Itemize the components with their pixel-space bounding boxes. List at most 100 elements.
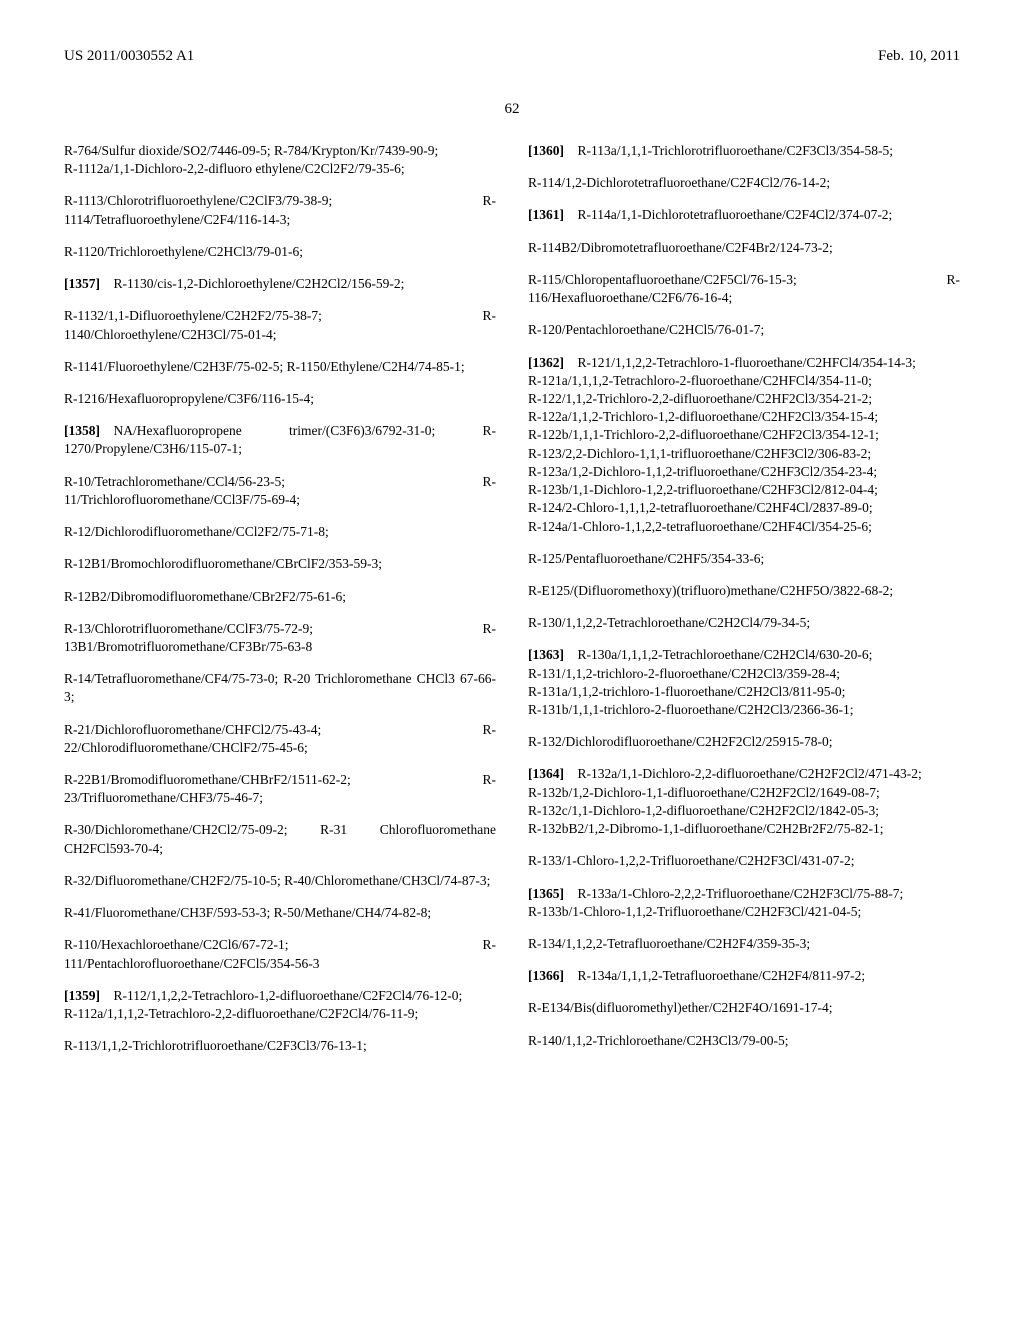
chemical-entry: R-120/Pentachloroethane/C2HCl5/76-01-7;: [528, 321, 960, 339]
paragraph-number: [1365]: [528, 886, 564, 901]
body-columns: R-764/Sulfur dioxide/SO2/7446-09-5; R-78…: [64, 142, 960, 1067]
entry-text: R-E125/(Difluoromethoxy)(trifluoro)metha…: [528, 583, 893, 598]
chemical-entry: R-1141/Fluoroethylene/C2H3F/75-02-5; R-1…: [64, 358, 496, 376]
entry-text: R-131a/1,1,2-trichloro-1-fluoroethane/C2…: [528, 684, 845, 699]
entry-text: R-130/1,1,2,2-Tetrachloroethane/C2H2Cl4/…: [528, 615, 810, 630]
entry-text: R-123/2,2-Dichloro-1,1,1-trifluoroethane…: [528, 446, 871, 461]
entry-text: R-132a/1,1-Dichloro-2,2-difluoroethane/C…: [578, 766, 922, 781]
entry-text: R-133b/1-Chloro-1,1,2-Trifluoroethane/C2…: [528, 904, 861, 919]
chemical-entry: [1364] R-132a/1,1-Dichloro-2,2-difluoroe…: [528, 765, 960, 838]
chemical-entry: R-134/1,1,2,2-Tetrafluoroethane/C2H2F4/3…: [528, 935, 960, 953]
paragraph-number: [1361]: [528, 207, 564, 222]
chemical-entry: [1360] R-113a/1,1,1-Trichlorotrifluoroet…: [528, 142, 960, 160]
chemical-entry: R-13/Chlorotrifluoromethane/CClF3/75-72-…: [64, 620, 496, 656]
paragraph-number: [1364]: [528, 766, 564, 781]
entry-text: R-122a/1,1,2-Trichloro-1,2-difluoroethan…: [528, 409, 878, 424]
entry-text: R-120/Pentachloroethane/C2HCl5/76-01-7;: [528, 322, 764, 337]
entry-text: R-E134/Bis(difluoromethyl)ether/C2H2F4O/…: [528, 1000, 832, 1015]
chemical-entry: R-113/1,1,2-Trichlorotrifluoroethane/C2F…: [64, 1037, 496, 1055]
paragraph-number: [1358]: [64, 423, 100, 438]
chemical-entry: [1363] R-130a/1,1,1,2-Tetrachloroethane/…: [528, 646, 960, 719]
entry-text: R-130a/1,1,1,2-Tetrachloroethane/C2H2Cl4…: [578, 647, 873, 662]
entry-text: R-131/1,1,2-trichloro-2-fluoroethane/C2H…: [528, 666, 840, 681]
chemical-entry: R-1216/Hexafluoropropylene/C3F6/116-15-4…: [64, 390, 496, 408]
entry-text: R-764/Sulfur dioxide/SO2/7446-09-5; R-78…: [64, 143, 438, 158]
chemical-entry: R-125/Pentafluoroethane/C2HF5/354-33-6;: [528, 550, 960, 568]
chemical-entry: R-41/Fluoromethane/CH3F/593-53-3; R-50/M…: [64, 904, 496, 922]
entry-text: R-114a/1,1-Dichlorotetrafluoroethane/C2F…: [578, 207, 893, 222]
chemical-entry: R-22B1/Bromodifluoromethane/CHBrF2/1511-…: [64, 771, 496, 807]
entry-text: R-134/1,1,2,2-Tetrafluoroethane/C2H2F4/3…: [528, 936, 810, 951]
chemical-entry: R-130/1,1,2,2-Tetrachloroethane/C2H2Cl4/…: [528, 614, 960, 632]
entry-text: R-132c/1,1-Dichloro-1,2-difluoroethane/C…: [528, 803, 879, 818]
entry-text: R-112a/1,1,1,2-Tetrachloro-2,2-difluoroe…: [64, 1006, 418, 1021]
chemical-entry: [1359] R-112/1,1,2,2-Tetrachloro-1,2-dif…: [64, 987, 496, 1023]
paragraph-number: [1366]: [528, 968, 564, 983]
chemical-entry: [1361] R-114a/1,1-Dichlorotetrafluoroeth…: [528, 206, 960, 224]
chemical-entry: R-140/1,1,2-Trichloroethane/C2H3Cl3/79-0…: [528, 1032, 960, 1050]
entry-text: R-22B1/Bromodifluoromethane/CHBrF2/1511-…: [64, 772, 496, 805]
entry-text: R-12/Dichlorodifluoromethane/CCl2F2/75-7…: [64, 524, 329, 539]
entry-text: R-113/1,1,2-Trichlorotrifluoroethane/C2F…: [64, 1038, 367, 1053]
entry-text: R-133/1-Chloro-1,2,2-Trifluoroethane/C2H…: [528, 853, 855, 868]
chemical-entry: R-12/Dichlorodifluoromethane/CCl2F2/75-7…: [64, 523, 496, 541]
chemical-entry: R-764/Sulfur dioxide/SO2/7446-09-5; R-78…: [64, 142, 496, 178]
entry-text: R-1132/1,1-Difluoroethylene/C2H2F2/75-38…: [64, 308, 496, 341]
chemical-entry: R-114/1,2-Dichlorotetrafluoroethane/C2F4…: [528, 174, 960, 192]
entry-text: R-123a/1,2-Dichloro-1,1,2-trifluoroethan…: [528, 464, 877, 479]
entry-text: R-121/1,1,2,2-Tetrachloro-1-fluoroethane…: [578, 355, 916, 370]
entry-text: R-30/Dichloromethane/CH2Cl2/75-09-2; R-3…: [64, 822, 496, 855]
chemical-entry: R-1113/Chlorotrifluoroethylene/C2ClF3/79…: [64, 192, 496, 228]
chemical-entry: [1362] R-121/1,1,2,2-Tetrachloro-1-fluor…: [528, 354, 960, 536]
chemical-entry: R-1120/Trichloroethylene/C2HCl3/79-01-6;: [64, 243, 496, 261]
chemical-entry: R-12B2/Dibromodifluoromethane/CBr2F2/75-…: [64, 588, 496, 606]
entry-text: R-125/Pentafluoroethane/C2HF5/354-33-6;: [528, 551, 764, 566]
entry-text: R-1113/Chlorotrifluoroethylene/C2ClF3/79…: [64, 193, 496, 226]
entry-text: R-114/1,2-Dichlorotetrafluoroethane/C2F4…: [528, 175, 830, 190]
chemical-entry: R-132/Dichlorodifluoroethane/C2H2F2Cl2/2…: [528, 733, 960, 751]
chemical-entry: R-12B1/Bromochlorodifluoromethane/CBrClF…: [64, 555, 496, 573]
chemical-entry: R-14/Tetrafluoromethane/CF4/75-73-0; R-2…: [64, 670, 496, 706]
paragraph-number: [1362]: [528, 355, 564, 370]
entry-text: R-115/Chloropentafluoroethane/C2F5Cl/76-…: [528, 272, 960, 305]
entry-text: R-112/1,1,2,2-Tetrachloro-1,2-difluoroet…: [114, 988, 463, 1003]
chemical-entry: R-E134/Bis(difluoromethyl)ether/C2H2F4O/…: [528, 999, 960, 1017]
entry-text: R-132b/1,2-Dichloro-1,1-difluoroethane/C…: [528, 785, 880, 800]
entry-text: R-1130/cis-1,2-Dichloroethylene/C2H2Cl2/…: [114, 276, 405, 291]
entry-text: R-122/1,1,2-Trichloro-2,2-difluoroethane…: [528, 391, 872, 406]
chemical-entry: [1365] R-133a/1-Chloro-2,2,2-Trifluoroet…: [528, 885, 960, 921]
entry-text: R-132bB2/1,2-Dibromo-1,1-difluoroethane/…: [528, 821, 883, 836]
chemical-entry: R-133/1-Chloro-1,2,2-Trifluoroethane/C2H…: [528, 852, 960, 870]
entry-text: R-1216/Hexafluoropropylene/C3F6/116-15-4…: [64, 391, 314, 406]
entry-text: R-12B2/Dibromodifluoromethane/CBr2F2/75-…: [64, 589, 346, 604]
paragraph-number: [1357]: [64, 276, 100, 291]
paragraph-number: [1360]: [528, 143, 564, 158]
pub-number: US 2011/0030552 A1: [64, 48, 194, 65]
entry-text: R-110/Hexachloroethane/C2Cl6/67-72-1; R-…: [64, 937, 496, 970]
chemical-entry: R-30/Dichloromethane/CH2Cl2/75-09-2; R-3…: [64, 821, 496, 857]
entry-text: R-14/Tetrafluoromethane/CF4/75-73-0; R-2…: [64, 671, 496, 704]
entry-text: R-32/Difluoromethane/CH2F2/75-10-5; R-40…: [64, 873, 490, 888]
chemical-entry: R-32/Difluoromethane/CH2F2/75-10-5; R-40…: [64, 872, 496, 890]
chemical-entry: [1357] R-1130/cis-1,2-Dichloroethylene/C…: [64, 275, 496, 293]
chemical-entry: R-110/Hexachloroethane/C2Cl6/67-72-1; R-…: [64, 936, 496, 972]
entry-text: R-41/Fluoromethane/CH3F/593-53-3; R-50/M…: [64, 905, 431, 920]
paragraph-number: [1363]: [528, 647, 564, 662]
entry-text: R-114B2/Dibromotetrafluoroethane/C2F4Br2…: [528, 240, 833, 255]
entry-text: R-10/Tetrachloromethane/CCl4/56-23-5; R-…: [64, 474, 496, 507]
entry-text: R-140/1,1,2-Trichloroethane/C2H3Cl3/79-0…: [528, 1033, 788, 1048]
entry-text: R-131b/1,1,1-trichloro-2-fluoroethane/C2…: [528, 702, 853, 717]
page-header: US 2011/0030552 A1 Feb. 10, 2011: [64, 48, 960, 65]
chemical-entry: [1366] R-134a/1,1,1,2-Tetrafluoroethane/…: [528, 967, 960, 985]
entry-text: R-1112a/1,1-Dichloro-2,2-difluoro ethyle…: [64, 161, 405, 176]
entry-text: NA/Hexafluoropropene trimer/(C3F6)3/6792…: [64, 423, 496, 456]
chemical-entry: R-115/Chloropentafluoroethane/C2F5Cl/76-…: [528, 271, 960, 307]
entry-text: R-113a/1,1,1-Trichlorotrifluoroethane/C2…: [578, 143, 893, 158]
entry-text: R-121a/1,1,1,2-Tetrachloro-2-fluoroethan…: [528, 373, 872, 388]
chemical-entry: R-21/Dichlorofluoromethane/CHFCl2/75-43-…: [64, 721, 496, 757]
entry-text: R-124/2-Chloro-1,1,1,2-tetrafluoroethane…: [528, 500, 873, 515]
pub-date: Feb. 10, 2011: [878, 48, 960, 65]
entry-text: R-21/Dichlorofluoromethane/CHFCl2/75-43-…: [64, 722, 496, 755]
chemical-entry: R-10/Tetrachloromethane/CCl4/56-23-5; R-…: [64, 473, 496, 509]
entry-text: R-133a/1-Chloro-2,2,2-Trifluoroethane/C2…: [578, 886, 904, 901]
